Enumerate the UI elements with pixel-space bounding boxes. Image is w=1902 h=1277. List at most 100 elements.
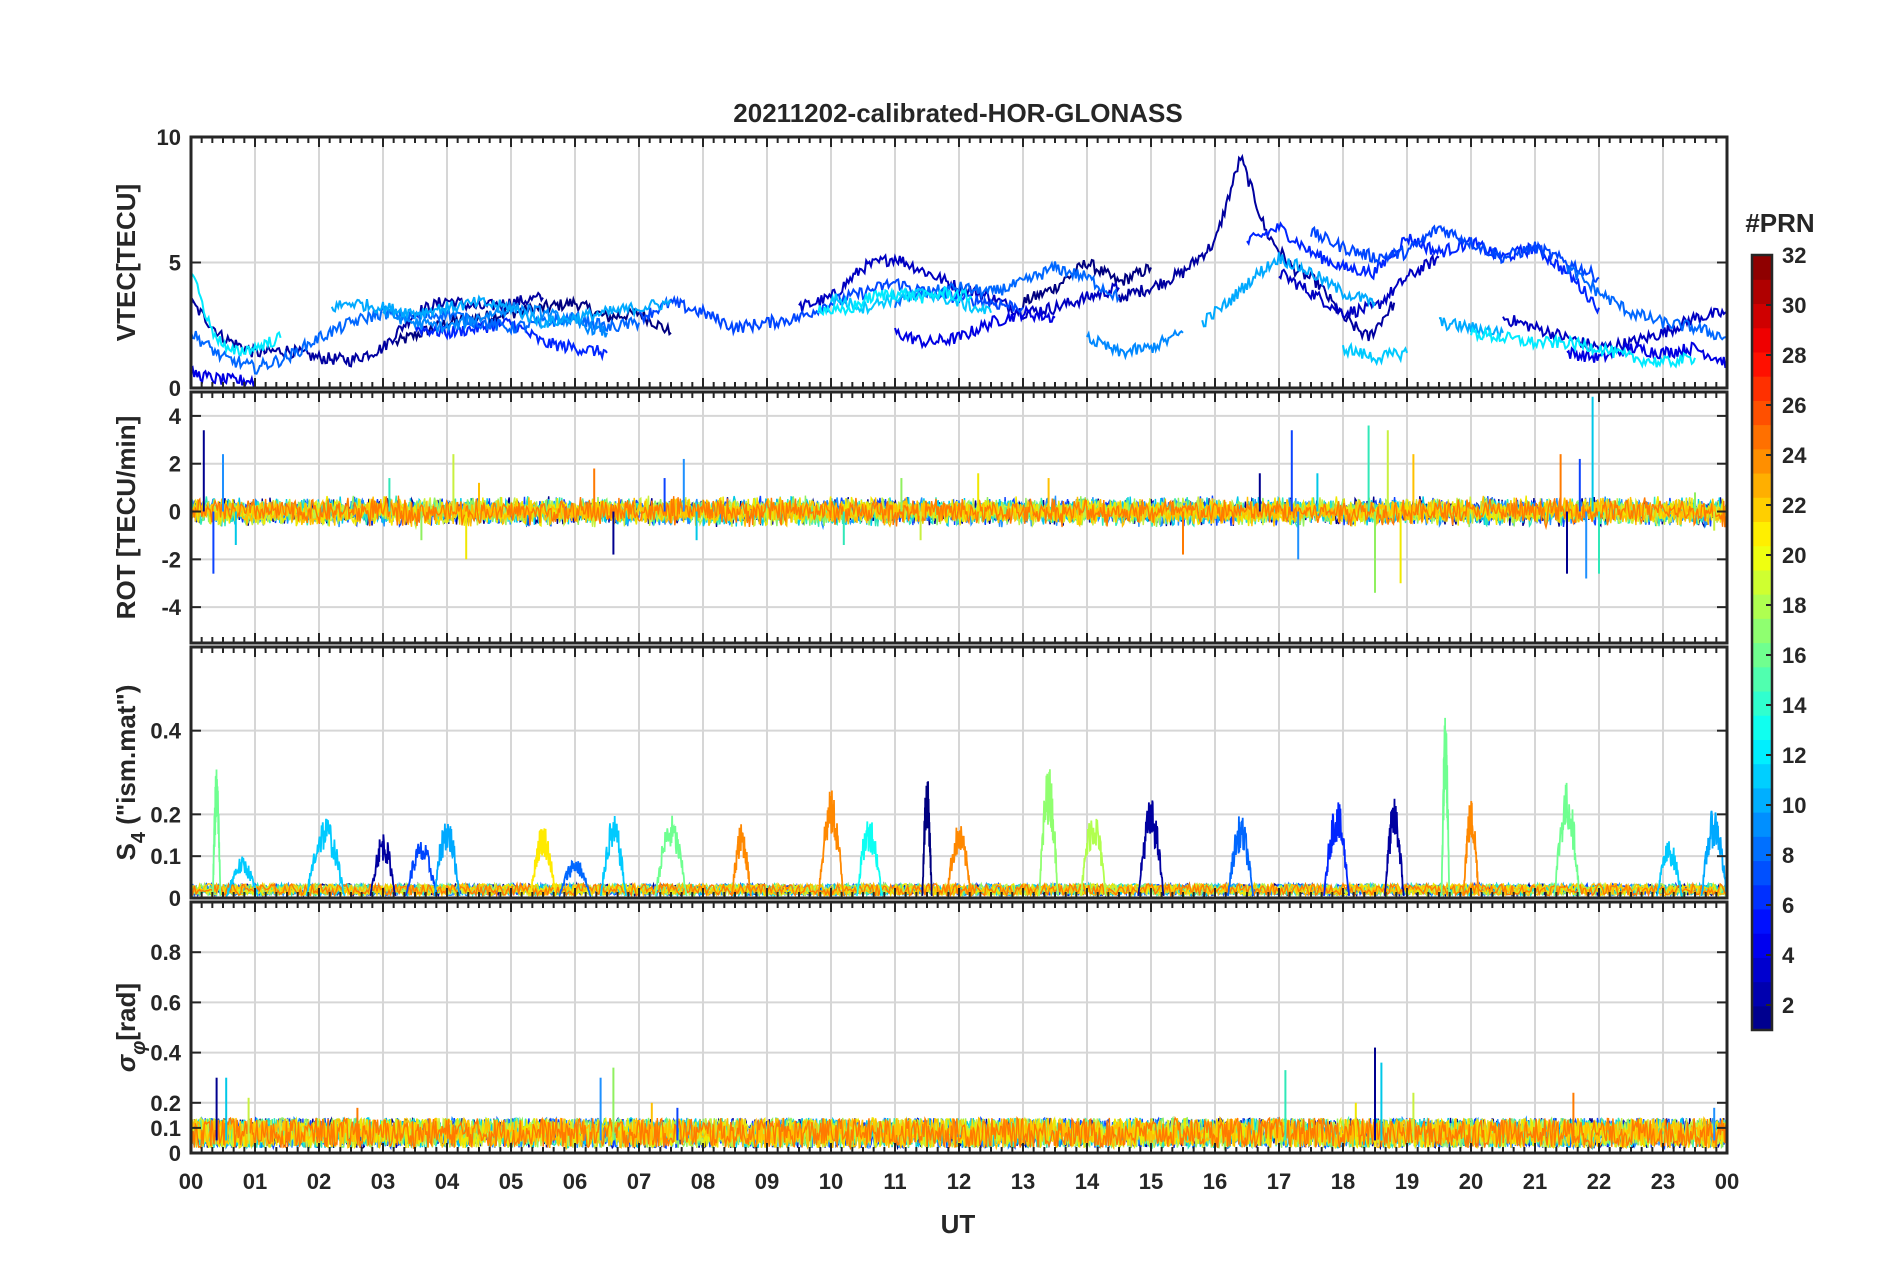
vtec-series-prn-4 — [1566, 341, 1727, 369]
panel-2-y-tick-label: -4 — [161, 595, 181, 620]
s4-bump-prn-24 — [945, 826, 973, 897]
panel-2-y-tick-label: -2 — [161, 547, 181, 572]
vtec-series-prn-10 — [330, 294, 672, 330]
panel-1-series — [191, 153, 1727, 388]
colorbar-segment — [1752, 836, 1772, 862]
x-tick-label: 18 — [1331, 1169, 1355, 1194]
x-tick-label: 08 — [691, 1169, 715, 1194]
x-tick-label: 19 — [1395, 1169, 1419, 1194]
s4-bump-prn-11 — [225, 856, 259, 897]
x-tick-label: 17 — [1267, 1169, 1291, 1194]
s4-bump-prn-13 — [855, 821, 884, 897]
panel-1-y-tick-label: 10 — [157, 125, 181, 150]
colorbar-tick-label: 30 — [1782, 293, 1806, 318]
colorbar-segment — [1752, 642, 1772, 668]
x-axis-label: UT — [941, 1209, 976, 1239]
x-tick-label: 16 — [1203, 1169, 1227, 1194]
colorbar-segment — [1752, 981, 1772, 1007]
vtec-series-prn-4 — [894, 304, 1056, 350]
vtec-series-prn-11 — [1342, 341, 1408, 367]
panel-2-series — [191, 396, 1727, 593]
panel-4-y-axis-label: σφ[rad] — [111, 983, 150, 1072]
x-tick-label: 06 — [563, 1169, 587, 1194]
x-tick-label: 04 — [435, 1169, 460, 1194]
colorbar-segment — [1752, 933, 1772, 958]
s4-bump-prn-1 — [921, 781, 933, 896]
s4-bump-prn-18 — [1079, 818, 1108, 897]
s4-bump-prn-16 — [1440, 717, 1451, 896]
colorbar-tick-label: 12 — [1782, 743, 1806, 768]
panel-3-y-axis-label: S4 ("ism.mat") — [111, 685, 150, 861]
colorbar-segment — [1752, 303, 1772, 329]
colorbar-segment — [1752, 884, 1772, 910]
colorbar-tick-label: 22 — [1782, 493, 1806, 518]
colorbar-tick-label: 14 — [1782, 693, 1807, 718]
vtec-series-prn-8 — [1566, 264, 1727, 341]
s4-bump-prn-24 — [1462, 800, 1480, 897]
vtec-series-prn-7 — [1310, 224, 1600, 283]
x-tick-label: 21 — [1523, 1169, 1547, 1194]
colorbar-tick-label: 20 — [1782, 543, 1806, 568]
x-tick-label: 20 — [1459, 1169, 1483, 1194]
x-tick-label: 00 — [179, 1169, 203, 1194]
panel-2-y-tick-label: 4 — [169, 404, 182, 429]
colorbar-segment — [1752, 448, 1772, 474]
colorbar-segment — [1752, 279, 1772, 305]
s4-bump-prn-11 — [305, 818, 346, 897]
colorbar-segment — [1752, 618, 1772, 644]
colorbar-segment — [1752, 521, 1772, 547]
x-tick-label: 02 — [307, 1169, 331, 1194]
vtec-series-prn-12 — [1470, 325, 1696, 369]
s4-bump-prn-11 — [599, 815, 628, 897]
colorbar-segment — [1752, 497, 1772, 523]
panel-1-y-tick-label: 5 — [169, 251, 181, 276]
panel-1-y-axis-label: VTEC[TECU] — [111, 184, 141, 341]
panel-3-y-tick-label: 0.1 — [150, 844, 181, 869]
panel-4-y-tick-label: 0 — [169, 1141, 181, 1166]
s4-bump-prn-17 — [1038, 769, 1060, 896]
x-tick-label: 01 — [243, 1169, 267, 1194]
s4-bump-prn-16 — [654, 815, 688, 897]
s4-bump-prn-2 — [369, 834, 397, 897]
colorbar-segment — [1752, 715, 1772, 740]
s4-bump-prn-16 — [1553, 782, 1581, 897]
colorbar-tick-label: 16 — [1782, 643, 1806, 668]
s4-bump-prn-7 — [404, 842, 438, 897]
panel-2-y-tick-label: 2 — [169, 452, 181, 477]
x-tick-label: 13 — [1011, 1169, 1035, 1194]
panel-4-y-tick-label: 0.6 — [150, 990, 181, 1015]
s4-bump-prn-10 — [433, 823, 461, 897]
x-tick-label: 09 — [755, 1169, 779, 1194]
vtec-series-prn-3 — [798, 253, 1120, 320]
colorbar-segment — [1752, 763, 1772, 789]
panel-3-y-tick-label: 0 — [169, 886, 181, 911]
colorbar-segment — [1752, 351, 1772, 377]
x-tick-label: 10 — [819, 1169, 843, 1194]
vtec-series-prn-10 — [1201, 252, 1376, 328]
colorbar-tick-label: 10 — [1782, 793, 1806, 818]
x-tick-label: 07 — [627, 1169, 651, 1194]
s4-bump-prn-11 — [1655, 841, 1683, 897]
x-tick-label: 11 — [883, 1169, 906, 1194]
vtec-series-prn-9 — [382, 299, 608, 338]
colorbar-segment — [1752, 255, 1772, 280]
s4-bump-prn-16 — [211, 769, 222, 896]
colorbar-segment — [1752, 812, 1772, 837]
colorbar-tick-label: 2 — [1782, 993, 1794, 1018]
colorbar-segment — [1752, 569, 1772, 595]
colorbar-segment — [1752, 860, 1772, 886]
colorbar-segment — [1752, 376, 1772, 401]
panel-4-y-tick-label: 0.1 — [150, 1116, 181, 1141]
x-tick-label: 14 — [1075, 1169, 1100, 1194]
s4-bump-prn-24 — [730, 824, 752, 897]
vtec-series-prn-12 — [191, 272, 282, 357]
s4-bump-prn-2 — [1137, 800, 1165, 897]
rot-trace-10 — [191, 495, 1727, 531]
panel-4-y-tick-label: 0.8 — [150, 940, 181, 965]
colorbar-tick-label: 8 — [1782, 843, 1794, 868]
panel-3-y-tick-label: 0.2 — [150, 802, 181, 827]
vtec-series-prn-9 — [1086, 328, 1184, 361]
